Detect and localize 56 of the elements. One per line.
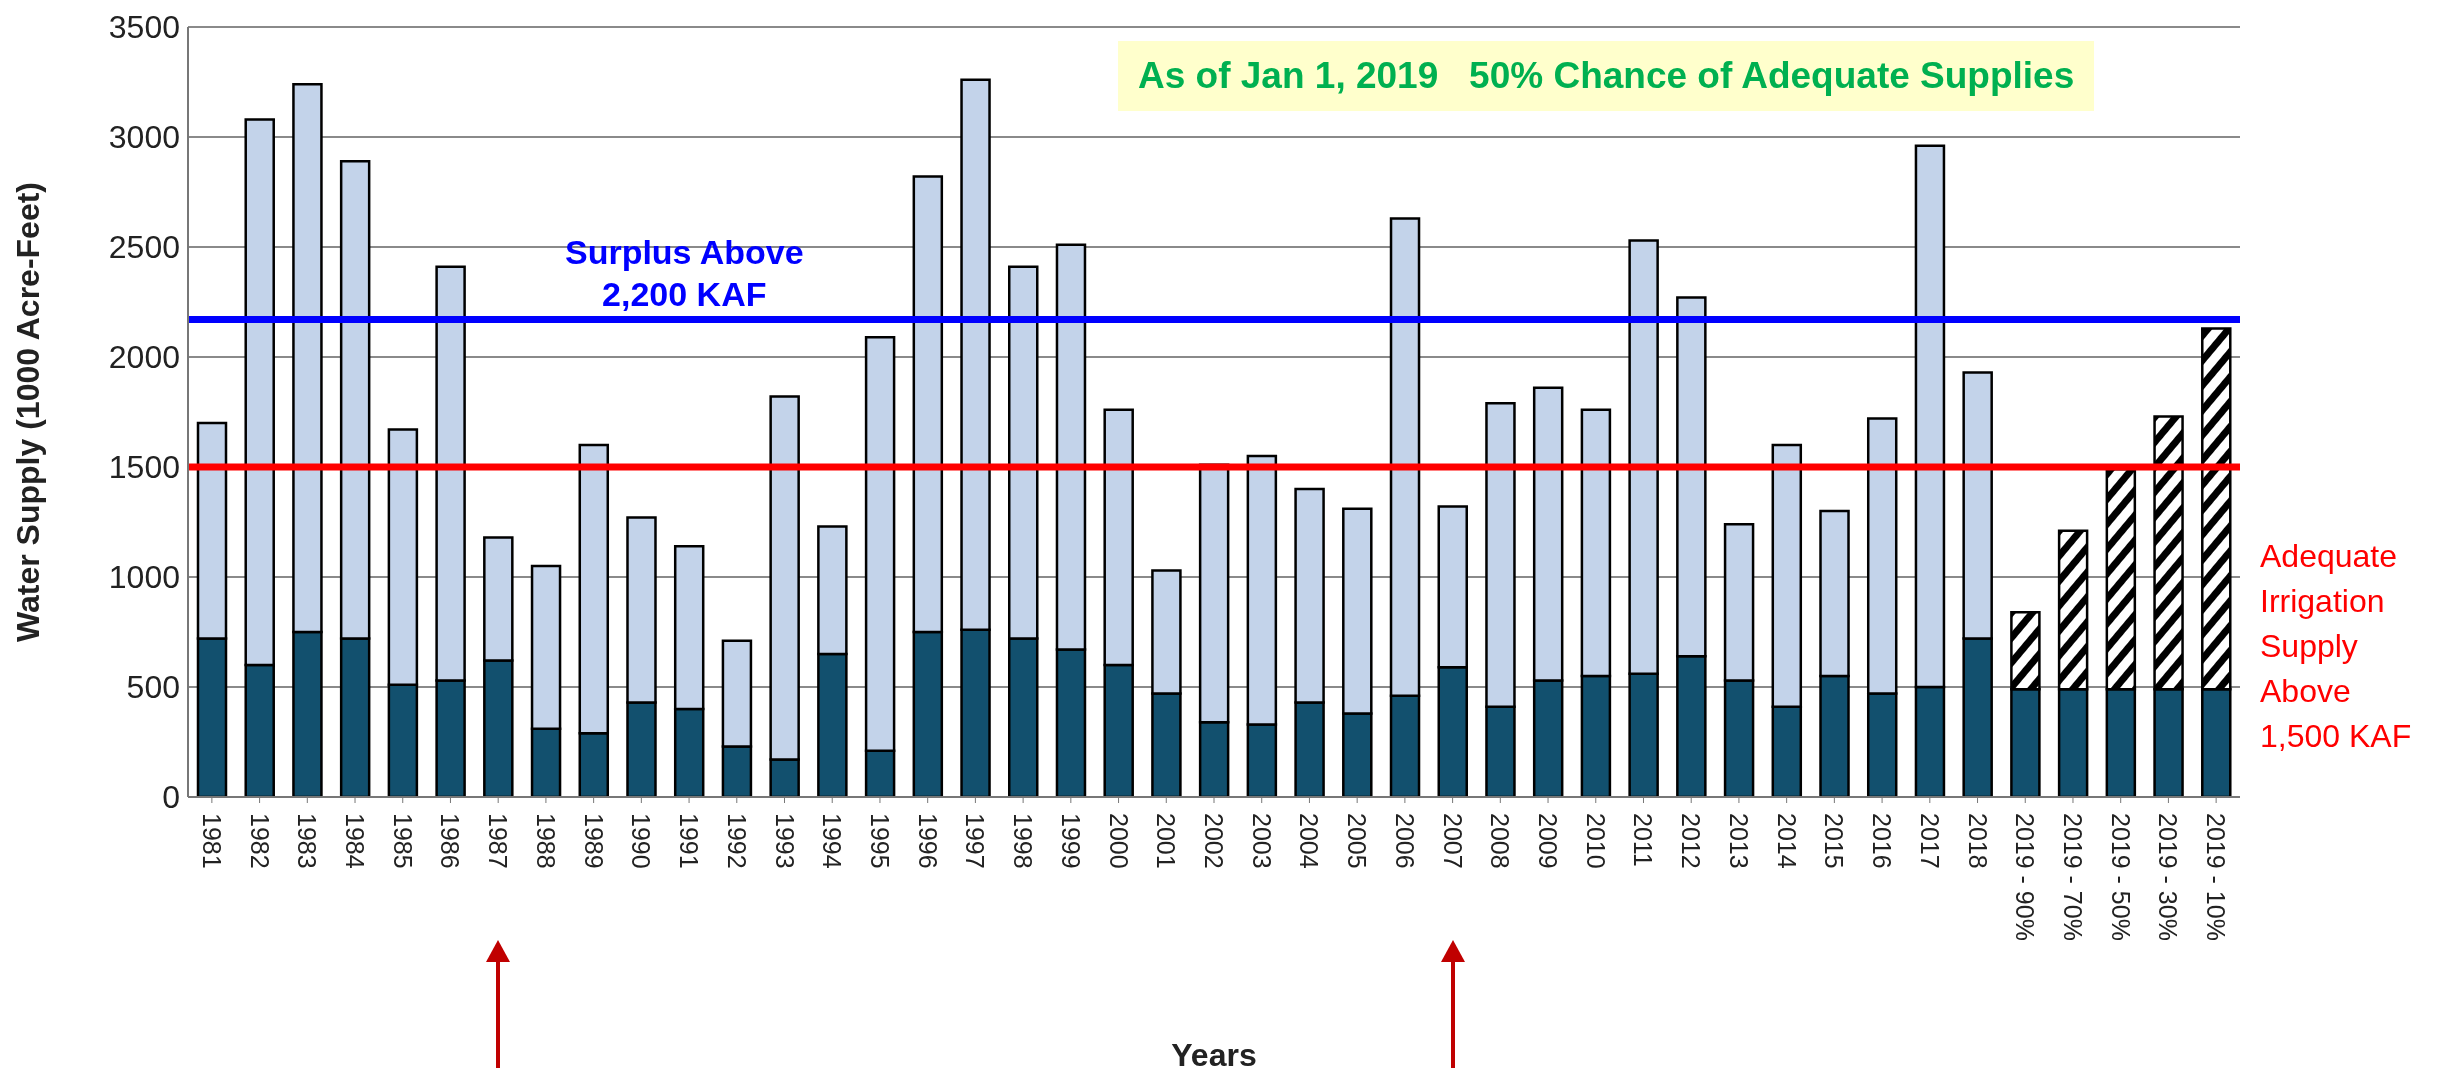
x-tick-label: 2006 [1390,813,1419,869]
x-axis-title: Years [1171,1037,1257,1073]
x-tick-label: 1984 [341,813,370,869]
x-tick-label: 1990 [627,813,656,869]
x-tick-label: 2011 [1629,813,1658,867]
x-tick-label: 1981 [197,813,226,869]
x-tick-label: 1991 [675,813,704,869]
y-tick-label: 500 [126,669,180,706]
x-tick-label: 1997 [961,813,990,869]
x-tick-label: 1985 [388,813,417,869]
y-tick-label: 3000 [108,119,180,156]
x-tick-label: 1993 [770,813,799,869]
x-tick-label: 1988 [531,813,560,869]
x-tick-label: 2008 [1486,813,1515,869]
x-tick-label: 2002 [1200,813,1228,869]
x-tick-label: 2012 [1677,813,1706,869]
y-tick-label: 1500 [108,449,180,486]
x-tick-label: 2019 - 70% [2058,813,2087,941]
x-tick-label: 2019 - 10% [2202,813,2231,941]
x-tick-label: 1996 [913,813,942,869]
x-tick-label: 2009 [1534,813,1563,869]
x-tick-label: 2010 [1581,813,1610,869]
x-tick-label: 1987 [484,813,513,869]
x-tick-label: 2013 [1724,813,1753,869]
y-tick-label: 0 [162,779,180,816]
x-tick-label: 2005 [1343,813,1372,869]
x-tick-label: 2017 [1915,813,1944,869]
y-tick-label: 2500 [108,229,180,266]
x-tick-label: 2000 [1104,813,1133,869]
annotation: As of Jan 1, 2019 50% Chance of Adequate Supplies [1118,41,2095,111]
y-tick-label: 1000 [108,559,180,596]
x-tick-label: 1992 [722,813,751,869]
y-tick-label: 2000 [108,339,180,376]
x-tick-label: 1999 [1056,813,1085,869]
y-axis-title: Water Supply (1000 Acre-Feet) [10,182,47,642]
x-tick-label: 1995 [865,813,894,869]
y-tick-label: 3500 [108,9,180,46]
x-tick-label: 2016 [1868,813,1897,869]
ref-line-label: Adequate Irrigation Supply Above 1,500 KAF [2260,538,2412,754]
x-tick-label: 2019 - 30% [2154,813,2183,941]
x-tick-label: 2003 [1247,813,1276,869]
x-tick-label: 1998 [1009,813,1038,869]
x-tick-label: 1989 [579,813,608,869]
x-tick-label: 1994 [818,813,847,869]
ref-line-label: Surplus Above 2,200 KAF [564,232,804,313]
x-tick-label: 2018 [1963,813,1992,869]
x-tick-label: 2007 [1438,813,1467,869]
x-tick-label: 2014 [1772,813,1801,869]
x-tick-label: 1982 [245,813,274,869]
x-tick-label: 2001 [1152,813,1181,869]
x-tick-label: 2004 [1295,813,1324,869]
x-tick-label: 2019 - 50% [2106,813,2135,941]
x-tick-label: 1983 [293,813,322,869]
x-tick-label: 1986 [436,813,465,869]
x-tick-label: 2019 - 90% [2011,813,2040,941]
x-tick-label: 2015 [1820,813,1849,869]
